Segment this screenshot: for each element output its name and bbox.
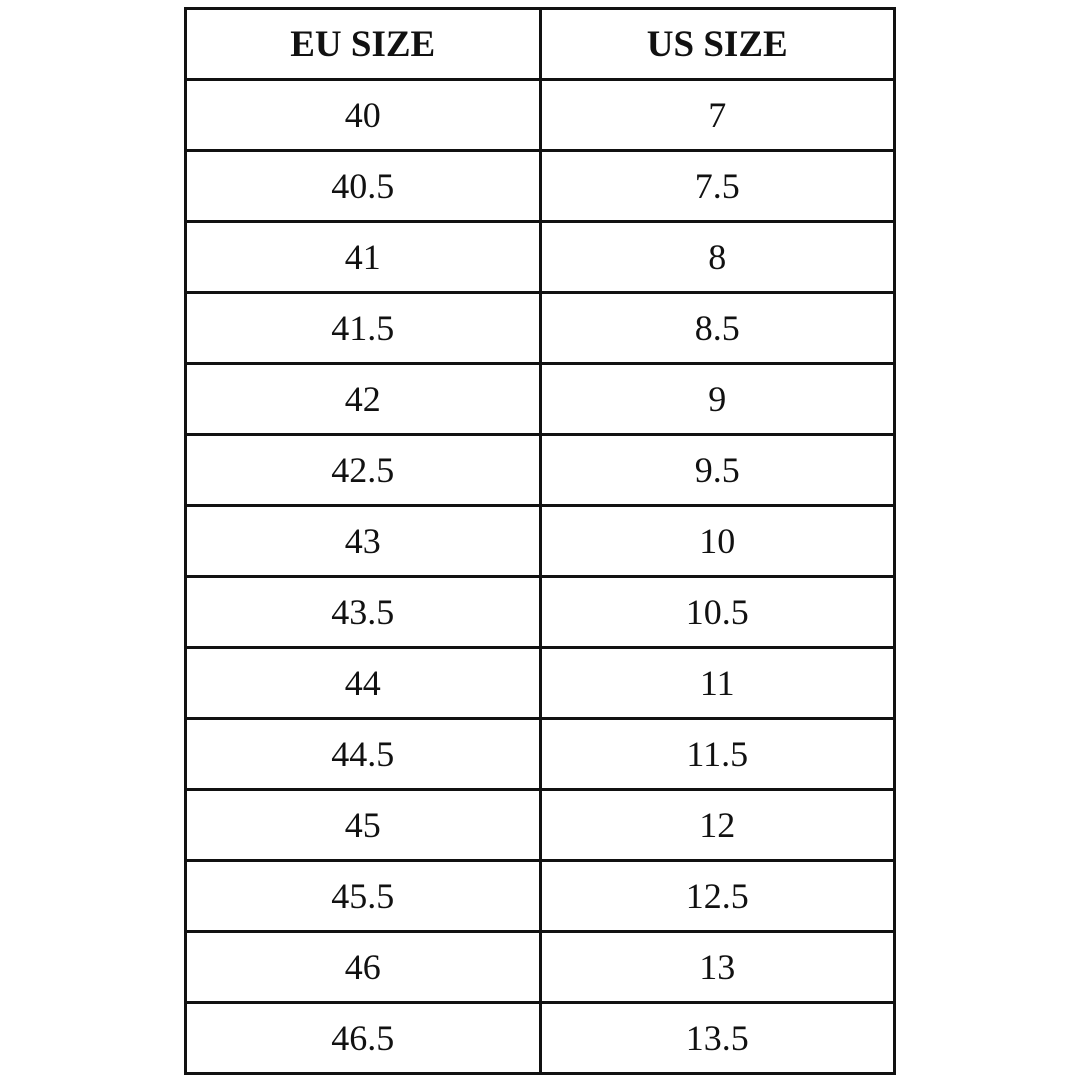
table-row: 40 7 [184, 78, 896, 152]
table-row: 43 10 [184, 504, 896, 578]
table-row: 41 8 [184, 220, 896, 294]
eu-size-cell: 40 [184, 78, 542, 152]
table-row: 41.5 8.5 [184, 291, 896, 365]
eu-size-cell: 46.5 [184, 1001, 542, 1075]
eu-size-cell: 45.5 [184, 859, 542, 933]
us-size-cell: 10.5 [538, 575, 896, 649]
eu-size-cell: 46 [184, 930, 542, 1004]
us-size-cell: 13.5 [538, 1001, 896, 1075]
table-row: 45.5 12.5 [184, 859, 896, 933]
eu-size-cell: 42.5 [184, 433, 542, 507]
table-row: 46 13 [184, 930, 896, 1004]
us-size-cell: 9 [538, 362, 896, 436]
us-size-cell: 12 [538, 788, 896, 862]
us-size-cell: 13 [538, 930, 896, 1004]
table-row: 40.5 7.5 [184, 149, 896, 223]
us-size-cell: 9.5 [538, 433, 896, 507]
header-us-size: US SIZE [538, 7, 896, 81]
us-size-cell: 10 [538, 504, 896, 578]
us-size-cell: 7.5 [538, 149, 896, 223]
table-row: 45 12 [184, 788, 896, 862]
eu-size-cell: 43 [184, 504, 542, 578]
table-row: 42.5 9.5 [184, 433, 896, 507]
us-size-cell: 7 [538, 78, 896, 152]
eu-size-cell: 45 [184, 788, 542, 862]
table-row: 46.5 13.5 [184, 1001, 896, 1075]
eu-size-cell: 44.5 [184, 717, 542, 791]
us-size-cell: 12.5 [538, 859, 896, 933]
table-row: 42 9 [184, 362, 896, 436]
eu-size-cell: 42 [184, 362, 542, 436]
us-size-cell: 11 [538, 646, 896, 720]
us-size-cell: 11.5 [538, 717, 896, 791]
table-row: 43.5 10.5 [184, 575, 896, 649]
eu-size-cell: 41.5 [184, 291, 542, 365]
size-conversion-table: EU SIZE US SIZE 40 7 40.5 7.5 41 8 41.5 8.5 42 9 4… [184, 7, 896, 1075]
eu-size-cell: 40.5 [184, 149, 542, 223]
eu-size-cell: 41 [184, 220, 542, 294]
header-row: EU SIZE US SIZE [184, 7, 896, 81]
eu-size-cell: 43.5 [184, 575, 542, 649]
eu-size-cell: 44 [184, 646, 542, 720]
us-size-cell: 8.5 [538, 291, 896, 365]
us-size-cell: 8 [538, 220, 896, 294]
table-row: 44.5 11.5 [184, 717, 896, 791]
table-row: 44 11 [184, 646, 896, 720]
header-eu-size: EU SIZE [184, 7, 542, 81]
